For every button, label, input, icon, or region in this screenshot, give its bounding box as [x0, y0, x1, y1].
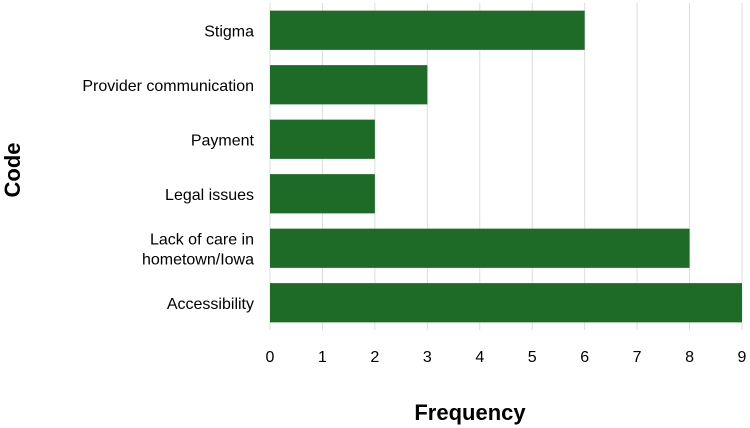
category-label: Stigma	[204, 23, 254, 40]
x-tick-label: 9	[738, 349, 747, 366]
x-tick-label: 0	[266, 349, 275, 366]
bars	[270, 10, 742, 323]
category-label: Provider communication	[82, 78, 254, 95]
bar	[270, 65, 428, 105]
y-axis-title: Code	[0, 143, 25, 198]
x-tick-labels: 0 1 2 3 4 5 6 7 8 9	[266, 349, 747, 366]
category-labels: Stigma Provider communication Payment Legal…	[82, 23, 254, 313]
bar	[270, 10, 585, 50]
category-label: Lack of care in	[150, 231, 254, 248]
category-label: hometown/Iowa	[142, 251, 254, 268]
x-tick-label: 8	[685, 349, 694, 366]
x-tick-label: 6	[580, 349, 589, 366]
x-axis-title: Frequency	[414, 400, 526, 425]
x-tick-label: 5	[528, 349, 537, 366]
category-label: Legal issues	[165, 187, 254, 204]
category-label: Payment	[191, 132, 255, 149]
x-tick-label: 1	[318, 349, 327, 366]
x-tick-label: 7	[633, 349, 642, 366]
x-tick-label: 2	[370, 349, 379, 366]
grid	[269, 3, 743, 330]
category-label: Accessibility	[167, 296, 254, 313]
x-tick-label: 3	[423, 349, 432, 366]
bar	[270, 119, 375, 159]
bar	[270, 174, 375, 214]
x-tick-label: 4	[475, 349, 484, 366]
bar	[270, 283, 742, 323]
bar	[270, 228, 690, 268]
